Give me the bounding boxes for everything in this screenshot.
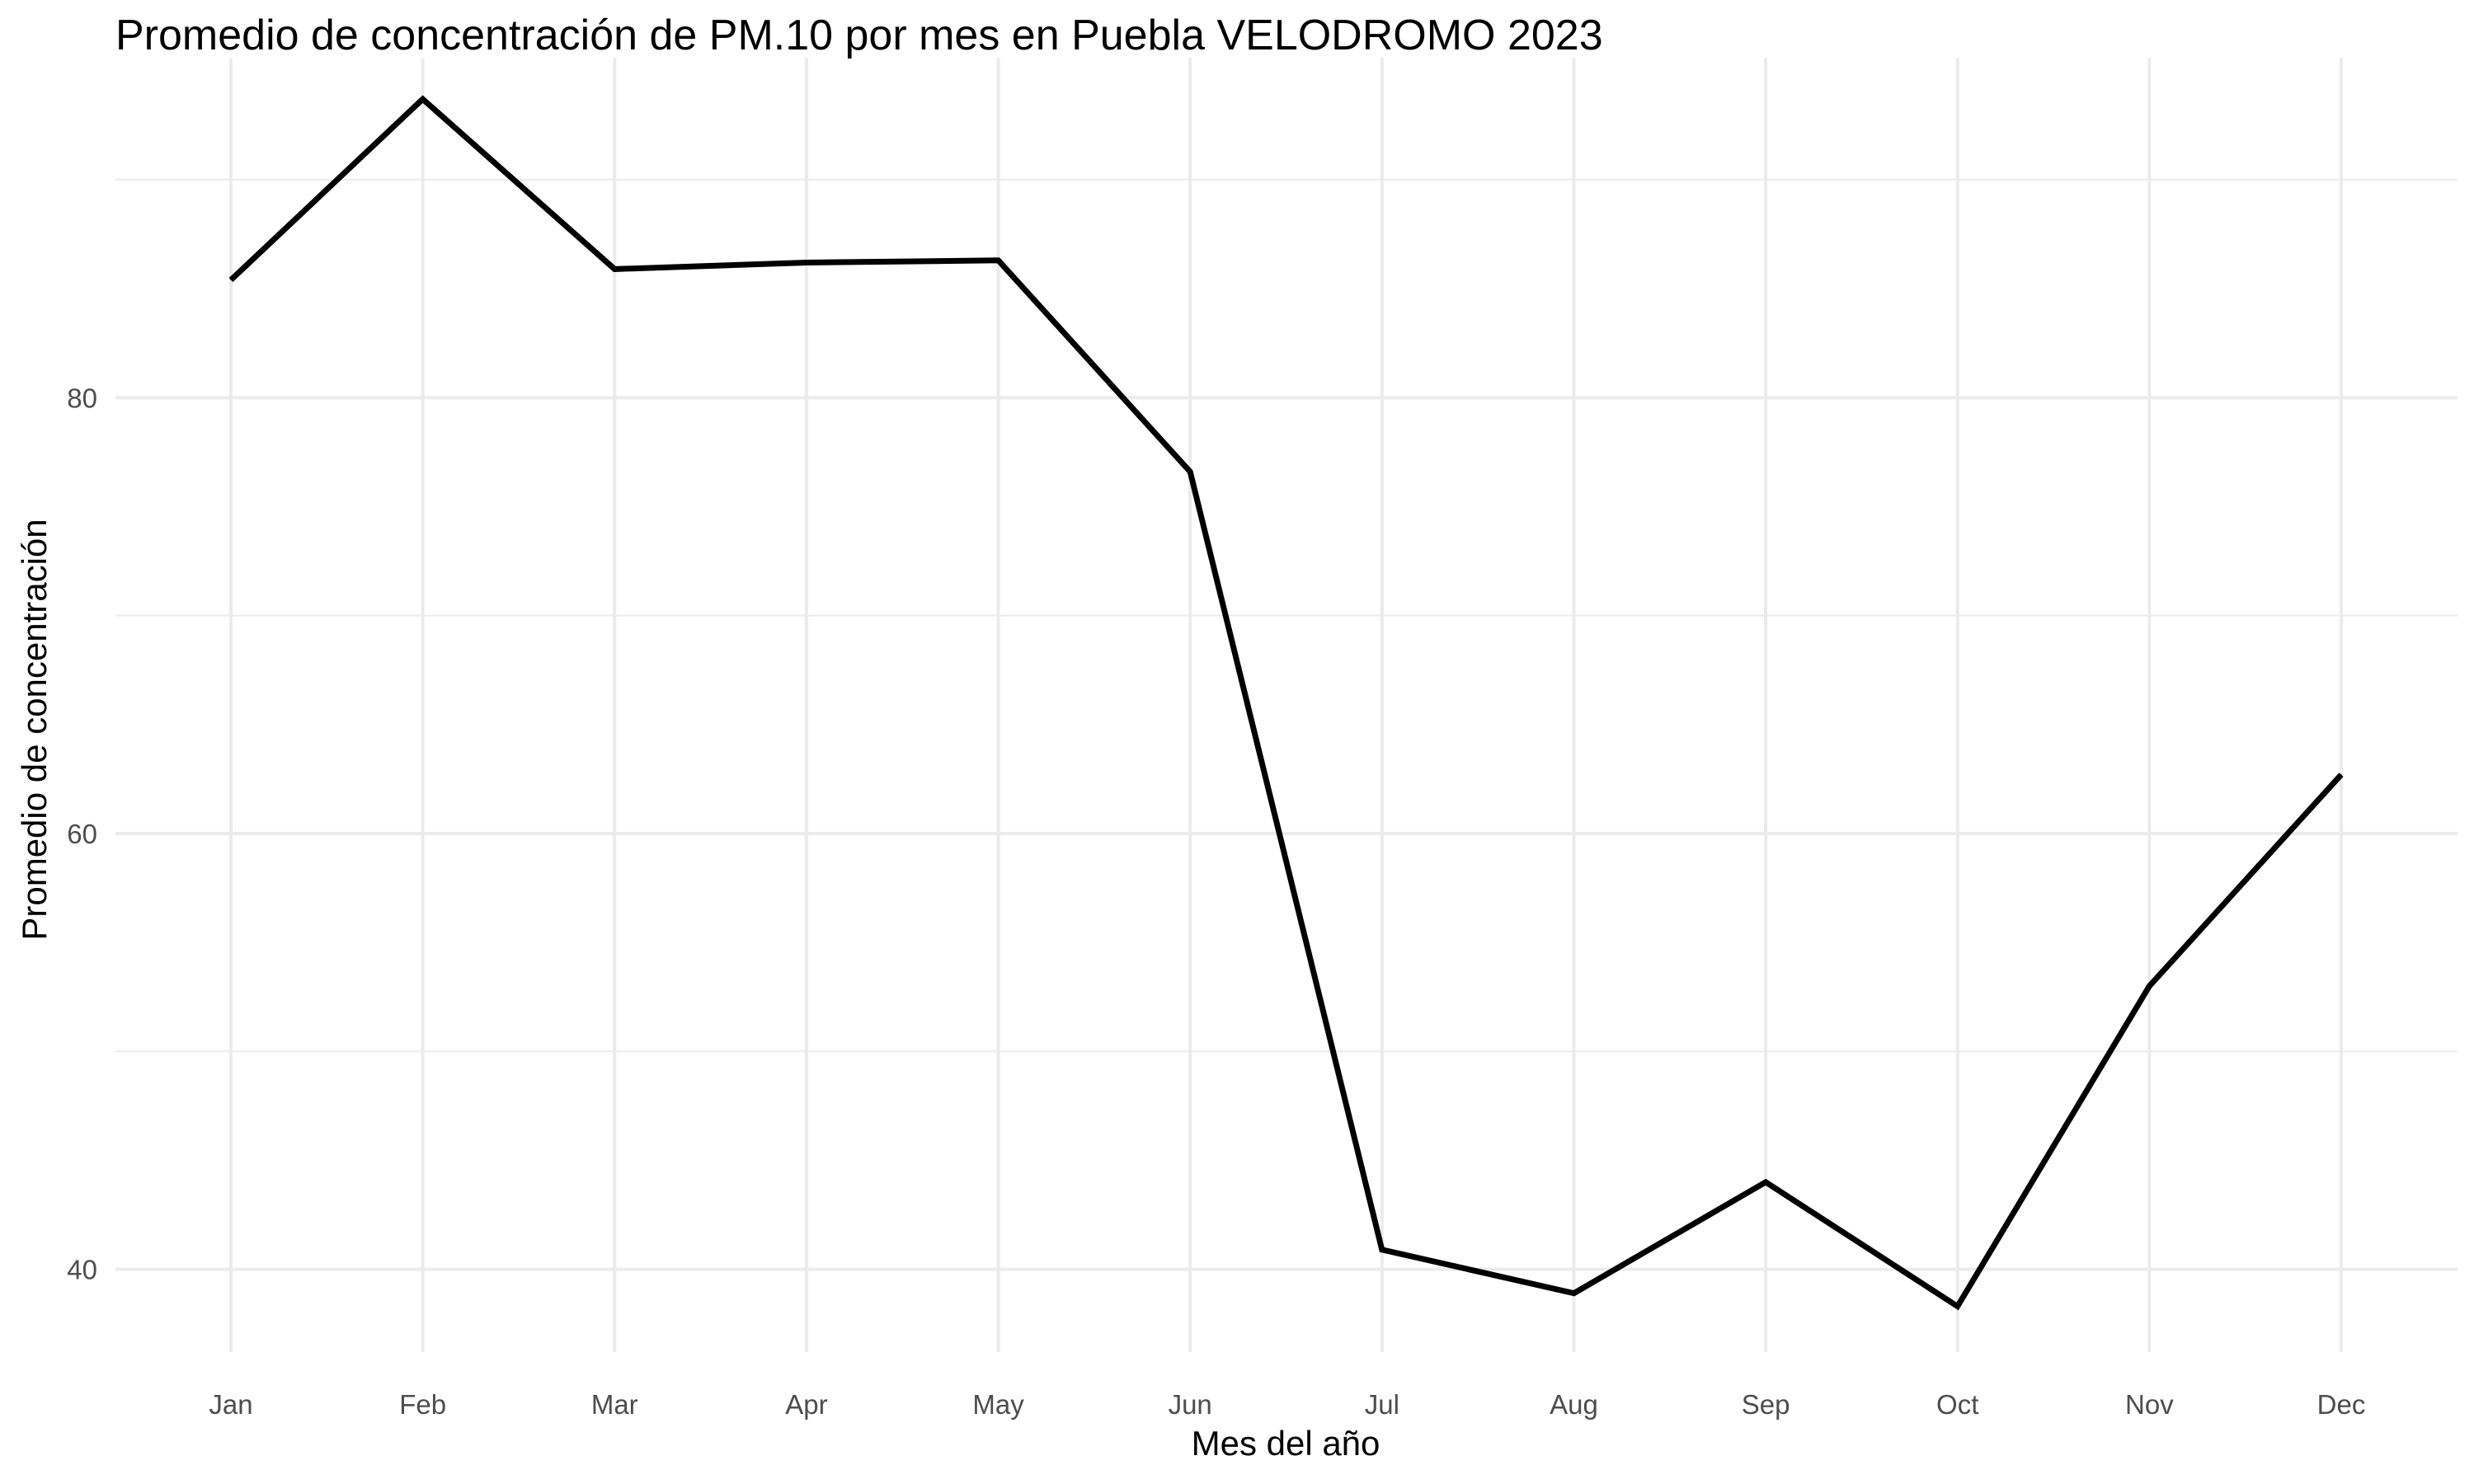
data-point-dec [2340, 774, 2342, 776]
data-point-apr [806, 261, 807, 263]
x-tick-label: Jun [1169, 1389, 1212, 1420]
x-tick-label: Apr [785, 1389, 827, 1420]
data-point-jan [230, 279, 232, 281]
y-axis-ticks: 40 60 80 [67, 383, 97, 1284]
y-axis-title: Promedio de concentración [15, 519, 54, 940]
x-tick-label: Sep [1742, 1389, 1790, 1420]
x-tick-label: Feb [399, 1389, 446, 1420]
data-point-aug [1573, 1293, 1574, 1294]
data-point-mar [614, 268, 615, 270]
series-line [228, 95, 2344, 1311]
data-point-feb [422, 98, 424, 100]
major-gridlines [115, 58, 2458, 1352]
data-point-nov [2148, 985, 2150, 987]
chart-title: Promedio de concentración de PM.10 por m… [115, 12, 1603, 59]
x-tick-label: Jan [209, 1389, 252, 1420]
x-tick-label: Dec [2317, 1389, 2366, 1420]
data-point-jul [1381, 1249, 1383, 1251]
x-tick-label: Oct [1936, 1389, 1978, 1420]
y-tick-label: 80 [67, 383, 97, 413]
x-tick-label: Nov [2125, 1389, 2174, 1420]
series-layer [228, 95, 2344, 1311]
x-tick-label: Mar [591, 1389, 638, 1420]
y-tick-label: 40 [67, 1255, 97, 1285]
minor-gridlines [115, 179, 2458, 1053]
x-axis-title: Mes del año [1192, 1424, 1380, 1463]
x-tick-label: May [972, 1389, 1024, 1420]
x-axis-ticks: Jan Feb Mar Apr May Jun Jul Aug Sep Oct Nov Dec [209, 1389, 2365, 1420]
data-point-oct [1957, 1305, 1959, 1307]
x-tick-label: Aug [1550, 1389, 1598, 1420]
y-tick-label: 60 [67, 819, 97, 849]
x-tick-label: Jul [1365, 1389, 1399, 1420]
data-point-may [998, 260, 999, 261]
